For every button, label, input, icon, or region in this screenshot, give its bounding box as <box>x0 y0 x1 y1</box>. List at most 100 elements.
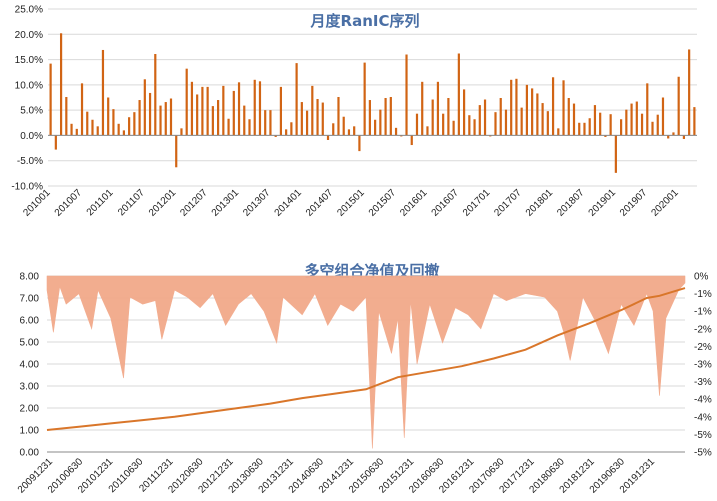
ric-bar <box>478 105 481 136</box>
ric-bar <box>133 112 136 136</box>
ric-bar <box>117 123 120 136</box>
x-tick-label: 201307 <box>241 187 273 219</box>
ric-bar <box>400 135 403 137</box>
ric-bar <box>640 113 644 136</box>
ric-bar <box>426 126 429 136</box>
y-tick-label: 3.00 <box>20 382 40 393</box>
ric-bar <box>237 82 241 136</box>
y2-tick-label: -3% <box>694 360 712 371</box>
x-tick-label: 201007 <box>53 187 85 219</box>
ric-bar-chart: 月度RanIC序列 -10.0% -5.0% 0.0% 5.0% 10.0% 15.0% 2… <box>11 5 697 219</box>
y2-tick-label: 0% <box>694 272 709 283</box>
x-tick-label: 201201 <box>147 187 179 219</box>
ric-bar <box>80 83 84 136</box>
y-tick-label: 0.0% <box>20 131 43 142</box>
chart-title: 月度RanIC序列 <box>310 12 420 30</box>
ric-bar <box>148 92 152 136</box>
x-tick-label: 201207 <box>178 187 210 219</box>
y-tick-label: 20.0% <box>15 30 43 41</box>
ric-bar <box>169 98 173 136</box>
ric-bar <box>452 120 455 136</box>
ric-bar <box>122 130 125 136</box>
ric-bar <box>677 76 680 136</box>
ric-bar <box>620 119 623 136</box>
x-tick-label: 201101 <box>85 187 116 218</box>
ric-bar <box>190 81 194 136</box>
ric-bar <box>531 88 534 136</box>
ric-bar <box>59 33 63 136</box>
ric-bar <box>128 117 131 136</box>
ric-bar <box>243 105 246 136</box>
ric-bar <box>374 119 377 136</box>
y2-tick-label: -4% <box>694 395 712 406</box>
y-tick-label: 5.00 <box>20 338 40 349</box>
x-tick-label: 202001 <box>649 187 681 219</box>
ric-bar <box>201 86 204 136</box>
y-tick-label: 4.00 <box>20 360 40 371</box>
x-tick-label: 201401 <box>273 187 305 219</box>
x-tick-label: 201707 <box>492 187 524 219</box>
ric-bar <box>588 118 591 136</box>
ric-bar <box>337 96 340 136</box>
ric-bar <box>389 96 392 136</box>
ric-bar <box>656 114 659 136</box>
ric-bar <box>630 103 633 136</box>
ric-bar <box>541 103 544 136</box>
ric-bar <box>363 62 366 136</box>
ric-bar <box>342 116 345 136</box>
ric-bar <box>604 135 607 137</box>
ric-bar <box>572 103 576 136</box>
y-tick-label: 15.0% <box>15 55 43 66</box>
x-tick-label: 201801 <box>524 187 556 219</box>
ric-bar <box>384 98 387 136</box>
ric-bar <box>295 63 298 136</box>
ric-bar <box>562 80 565 136</box>
ric-bar <box>138 100 141 136</box>
ric-bar <box>567 98 570 136</box>
x-tick-label: 201907 <box>618 187 650 219</box>
ric-bar <box>436 81 440 136</box>
y-tick-label: 8.00 <box>20 272 40 283</box>
y-tick-label: -5.0% <box>17 156 43 167</box>
ric-bar <box>332 123 335 136</box>
ric-bar <box>96 126 99 136</box>
ric-bar <box>421 81 424 136</box>
x-tick-label: 201701 <box>461 187 493 219</box>
ric-bar <box>609 114 612 136</box>
ric-bar <box>583 122 586 136</box>
y-tick-label: 7.00 <box>20 294 40 305</box>
ric-bar <box>154 54 157 136</box>
ric-bar <box>248 119 251 136</box>
ric-bar <box>211 106 214 136</box>
ric-bar <box>682 135 686 139</box>
ric-bar <box>164 102 167 136</box>
ric-bar <box>625 109 628 136</box>
ric-bar <box>494 112 497 136</box>
y-tick-label: 10.0% <box>15 80 43 91</box>
drawdown-area <box>46 275 686 449</box>
ric-bar <box>593 105 597 136</box>
ric-bar <box>599 112 602 136</box>
ric-bar <box>300 102 303 136</box>
ric-bar <box>196 94 199 136</box>
ric-bar <box>65 96 68 136</box>
y-tick-label: 0.00 <box>20 448 40 459</box>
y-tick-label: 1.00 <box>20 426 40 437</box>
ric-bar <box>410 135 413 146</box>
ric-bar <box>217 100 220 136</box>
ric-bar <box>86 111 89 136</box>
ric-bar <box>415 113 419 136</box>
ric-bar <box>394 127 398 136</box>
ric-bar <box>70 123 73 136</box>
ric-bar <box>614 135 617 173</box>
ric-bar <box>368 100 371 136</box>
y-tick-label: 25.0% <box>15 5 43 16</box>
ric-bar <box>347 129 351 136</box>
x-tick-label: 201407 <box>304 187 336 219</box>
ric-bar <box>54 135 57 150</box>
x-tick-label: 201501 <box>335 187 367 219</box>
ric-bar <box>504 109 508 136</box>
ric-bar <box>358 135 361 152</box>
ric-bar <box>468 115 471 136</box>
nav-line <box>46 287 686 431</box>
